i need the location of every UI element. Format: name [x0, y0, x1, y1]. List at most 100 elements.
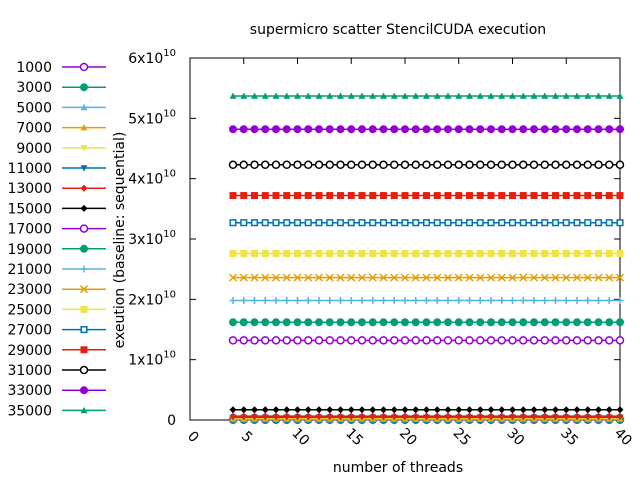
- data-point: [337, 250, 344, 257]
- data-point: [423, 126, 430, 133]
- chart-title: supermicro scatter StencilCUDA execution: [250, 22, 546, 38]
- data-point: [402, 337, 409, 344]
- legend-label: 25000: [7, 302, 52, 318]
- data-point: [81, 245, 88, 252]
- series-23000: [230, 274, 624, 281]
- data-point: [230, 126, 237, 133]
- data-point: [81, 185, 88, 192]
- plot-frame: [190, 58, 620, 420]
- data-point: [402, 250, 409, 257]
- data-point: [509, 297, 516, 304]
- data-point: [294, 161, 301, 168]
- data-point: [467, 220, 473, 226]
- series-25000: [230, 250, 624, 257]
- x-tick-label: 0: [184, 428, 202, 446]
- data-point: [531, 297, 538, 304]
- data-point: [423, 161, 430, 168]
- data-point: [574, 192, 581, 199]
- series-15000: [230, 406, 624, 413]
- legend-item: 23000: [7, 282, 106, 298]
- data-point: [552, 406, 559, 413]
- data-point: [477, 161, 484, 168]
- data-point: [520, 319, 527, 326]
- data-point: [445, 192, 452, 199]
- data-point: [81, 306, 88, 313]
- legend-item: 3000: [16, 80, 106, 96]
- data-point: [251, 406, 258, 413]
- data-point: [273, 319, 280, 326]
- legend-item: 7000: [16, 121, 106, 137]
- data-point: [391, 161, 398, 168]
- data-point: [466, 337, 473, 344]
- data-point: [466, 192, 473, 199]
- data-point: [455, 297, 462, 304]
- data-point: [81, 64, 88, 71]
- legend-item: 15000: [7, 201, 106, 217]
- data-point: [531, 220, 537, 226]
- series-29000: [230, 192, 624, 199]
- data-point: [262, 161, 269, 168]
- data-point: [477, 297, 484, 304]
- series-19000: [230, 319, 624, 326]
- legend-label: 31000: [7, 363, 52, 379]
- data-point: [541, 192, 548, 199]
- data-point: [617, 297, 624, 304]
- data-point: [316, 192, 323, 199]
- data-point: [488, 337, 495, 344]
- data-point: [445, 337, 452, 344]
- data-point: [305, 192, 312, 199]
- data-point: [498, 250, 505, 257]
- data-point: [305, 126, 312, 133]
- data-point: [240, 250, 247, 257]
- data-point: [316, 297, 323, 304]
- data-point: [316, 337, 323, 344]
- data-point: [563, 406, 570, 413]
- data-point: [412, 337, 419, 344]
- data-point: [81, 346, 88, 353]
- data-point: [520, 161, 527, 168]
- data-point: [326, 192, 333, 199]
- data-point: [338, 220, 344, 226]
- legend-label: 15000: [7, 201, 52, 217]
- data-point: [413, 220, 419, 226]
- data-point: [466, 126, 473, 133]
- data-point: [574, 337, 581, 344]
- data-point: [520, 126, 527, 133]
- data-point: [498, 192, 505, 199]
- legend-label: 21000: [7, 262, 52, 278]
- data-point: [348, 297, 355, 304]
- data-point: [541, 319, 548, 326]
- data-point: [240, 337, 247, 344]
- data-point: [283, 297, 290, 304]
- data-point: [273, 297, 280, 304]
- data-point: [520, 297, 527, 304]
- legend-item: 17000: [7, 222, 106, 238]
- data-point: [531, 126, 538, 133]
- data-point: [617, 406, 624, 413]
- data-point: [251, 337, 258, 344]
- data-point: [563, 297, 570, 304]
- data-point: [230, 337, 237, 344]
- data-point: [552, 337, 559, 344]
- data-point: [617, 220, 623, 226]
- data-point: [305, 161, 312, 168]
- data-point: [380, 126, 387, 133]
- data-point: [326, 126, 333, 133]
- data-point: [326, 337, 333, 344]
- data-point: [488, 220, 494, 226]
- legend-label: 11000: [7, 161, 52, 177]
- data-point: [273, 406, 280, 413]
- data-point: [563, 192, 570, 199]
- data-point: [273, 250, 280, 257]
- y-tick-label: 0: [167, 413, 176, 429]
- x-tick-label: 10: [288, 425, 312, 449]
- data-point: [283, 337, 290, 344]
- data-point: [230, 319, 237, 326]
- data-point: [337, 161, 344, 168]
- data-point: [499, 220, 505, 226]
- data-point: [369, 161, 376, 168]
- data-point: [606, 220, 612, 226]
- data-point: [595, 319, 602, 326]
- legend-item: 33000: [7, 383, 106, 399]
- data-point: [542, 220, 548, 226]
